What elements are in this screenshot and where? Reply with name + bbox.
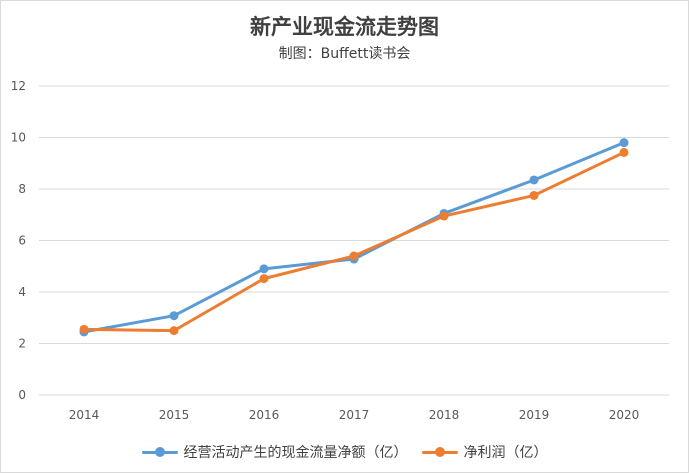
data-point[interactable] — [259, 264, 269, 274]
series-1 — [79, 147, 629, 336]
chart-subtitle: 制图：Buffett读书会 — [278, 46, 411, 62]
series-group — [79, 138, 629, 337]
x-tick-label: 2014 — [69, 408, 100, 422]
data-point[interactable] — [259, 274, 269, 284]
series-0 — [79, 138, 629, 337]
data-point[interactable] — [529, 190, 539, 200]
data-point[interactable] — [169, 326, 179, 336]
series-line-1 — [82, 150, 626, 333]
y-tick-label: 12 — [11, 79, 26, 93]
x-tick-label: 2017 — [339, 408, 370, 422]
x-axis-ticks: 2014 2015 2016 2017 2018 2019 2020 — [69, 408, 640, 422]
data-point[interactable] — [439, 211, 449, 221]
legend-item-operating-cash-flow[interactable]: 经营活动产生的现金流量净额（亿） — [141, 442, 408, 462]
gridlines — [39, 85, 669, 396]
y-axis-ticks: 0 2 4 6 8 10 12 — [11, 79, 26, 402]
data-point[interactable] — [619, 147, 629, 157]
legend-swatch-net-profit — [421, 446, 458, 458]
y-tick-label: 6 — [18, 234, 26, 248]
x-tick-label: 2016 — [249, 408, 280, 422]
x-tick-label: 2015 — [159, 408, 190, 422]
data-point[interactable] — [619, 138, 629, 148]
legend: 经营活动产生的现金流量净额（亿） 净利润（亿） — [1, 442, 688, 462]
y-tick-label: 2 — [18, 337, 26, 351]
x-tick-label: 2019 — [519, 408, 550, 422]
legend-label-operating-cash-flow: 经营活动产生的现金流量净额（亿） — [183, 445, 408, 461]
data-point[interactable] — [169, 311, 179, 321]
series-line-0 — [82, 141, 626, 334]
y-tick-label: 4 — [18, 285, 26, 299]
y-tick-label: 8 — [18, 182, 26, 196]
data-point[interactable] — [349, 251, 359, 261]
x-tick-label: 2020 — [609, 408, 640, 422]
legend-item-net-profit[interactable]: 净利润（亿） — [421, 442, 548, 462]
chart-title: 新产业现金流走势图 — [250, 14, 439, 39]
legend-label-net-profit: 净利润（亿） — [463, 445, 548, 461]
data-point[interactable] — [79, 324, 89, 334]
data-point[interactable] — [529, 175, 539, 185]
y-tick-label: 0 — [18, 388, 26, 402]
y-tick-label: 10 — [11, 131, 26, 145]
x-tick-label: 2018 — [429, 408, 460, 422]
legend-swatch-operating-cash-flow — [141, 446, 178, 458]
